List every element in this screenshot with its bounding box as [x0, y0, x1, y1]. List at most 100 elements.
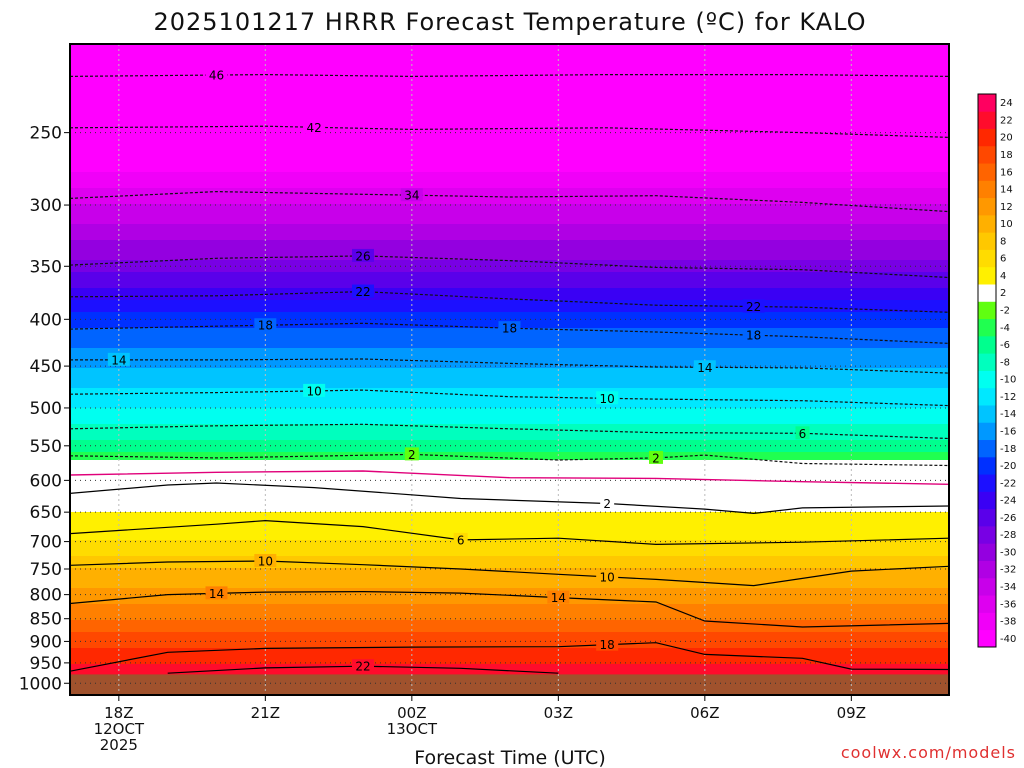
temperature-band: [70, 592, 949, 597]
ground-surface: [70, 674, 949, 695]
contour-label-bg: [205, 68, 228, 82]
colorbar-swatch: [978, 577, 996, 596]
contour-label: 46: [209, 69, 224, 83]
temperature-band: [70, 608, 949, 613]
temperature-band: [70, 656, 949, 661]
contour-label: 14: [697, 361, 712, 375]
contour-label: 18: [258, 319, 273, 333]
y-tick-label: 1000: [19, 674, 62, 694]
temperature-band: [70, 220, 949, 225]
temperature-band: [70, 596, 949, 601]
temperature-band: [70, 532, 949, 537]
colorbar-swatch: [978, 163, 996, 181]
temperature-band: [70, 388, 949, 393]
temperature-band: [70, 204, 949, 209]
contour-label-bg: [254, 553, 277, 567]
temperature-band: [70, 528, 949, 533]
temperature-band: [70, 624, 949, 629]
colorbar-label: -4: [1000, 323, 1010, 334]
temperature-band: [70, 52, 949, 57]
temperature-band: [70, 412, 949, 417]
x-tick-label: 2025: [100, 736, 138, 754]
colorbar-swatch: [978, 595, 996, 613]
contour-label-bg: [404, 447, 419, 461]
temperature-band: [70, 196, 949, 201]
colorbar-label: 24: [1000, 98, 1013, 109]
contour-label-bg: [693, 360, 716, 374]
temperature-band: [70, 212, 949, 217]
temperature-band: [70, 520, 949, 525]
temperature-band: [70, 632, 949, 637]
temperature-band: [70, 504, 949, 509]
temperature-band: [70, 232, 949, 237]
temperature-band: [70, 128, 949, 133]
y-tick-label: 700: [30, 533, 62, 553]
contour-label: 18: [600, 638, 615, 652]
temperature-band: [70, 272, 949, 277]
temperature-band: [70, 180, 949, 185]
contour-label-bg: [352, 284, 374, 298]
colorbar-swatch: [978, 94, 996, 112]
temperature-band: [70, 264, 949, 269]
colorbar-swatch: [978, 629, 996, 648]
temperature-band: [70, 564, 949, 569]
temperature-band: [70, 400, 949, 405]
contour-label-bg: [453, 532, 468, 546]
temperature-band: [70, 284, 949, 289]
temperature-band: [70, 60, 949, 65]
colorbar-label: 22: [1000, 115, 1013, 126]
colorbar-label: 14: [1000, 185, 1013, 196]
colorbar-swatch: [978, 612, 996, 631]
x-tick-label: 18Z: [104, 704, 133, 722]
colorbar-label: 2: [1000, 288, 1006, 299]
temperature-band: [70, 600, 949, 605]
temperature-band: [70, 480, 949, 485]
temperature-band: [70, 664, 949, 669]
colorbar-label: -24: [1000, 496, 1016, 507]
temperature-band: [70, 64, 949, 69]
x-tick-label: 12OCT: [94, 720, 145, 738]
temperature-band: [70, 124, 949, 129]
colorbar-swatch: [978, 422, 996, 441]
temperature-band: [70, 588, 949, 593]
temperature-band: [70, 636, 949, 641]
contour-line: [70, 358, 949, 374]
contour-label: 10: [258, 554, 273, 568]
colorbar-label: -18: [1000, 444, 1016, 455]
temperature-band: [70, 252, 949, 257]
temperature-band: [70, 436, 949, 441]
temperature-band: [70, 280, 949, 285]
colorbar-label: -40: [1000, 634, 1016, 645]
contour-label: 6: [457, 533, 465, 547]
y-tick-label: 450: [30, 357, 62, 377]
colorbar-swatch: [978, 335, 996, 354]
x-tick-label: 13OCT: [387, 720, 438, 738]
temperature-band: [70, 336, 949, 341]
contour-label-bg: [205, 586, 228, 600]
colorbar-swatch: [978, 491, 996, 510]
temperature-band: [70, 176, 949, 181]
temperature-band: [70, 260, 949, 265]
temperature-band: [70, 396, 949, 401]
temperature-band: [70, 312, 949, 317]
contour-label: 18: [502, 322, 517, 336]
x-tick-label: 06Z: [690, 704, 719, 722]
contour-label-bg: [742, 299, 765, 313]
temperature-band: [70, 96, 949, 101]
temperature-band: [70, 552, 949, 557]
temperature-band: [70, 80, 949, 85]
temperature-band: [70, 408, 949, 413]
temperature-band: [70, 72, 949, 77]
contour-label-bg: [547, 590, 570, 604]
contour-label: 22: [355, 285, 370, 299]
contour-line: [70, 560, 949, 587]
temperature-band: [70, 144, 949, 149]
temperature-band: [70, 456, 949, 461]
contour-label-bg: [303, 383, 326, 397]
temperature-band: [70, 464, 949, 469]
temperature-band: [70, 652, 949, 657]
contour-label: 22: [355, 660, 370, 674]
colorbar: -40-38-36-34-32-30-28-26-24-22-20-18-16-…: [977, 93, 1016, 648]
temperature-band: [70, 448, 949, 453]
y-tick-label: 300: [30, 196, 62, 216]
